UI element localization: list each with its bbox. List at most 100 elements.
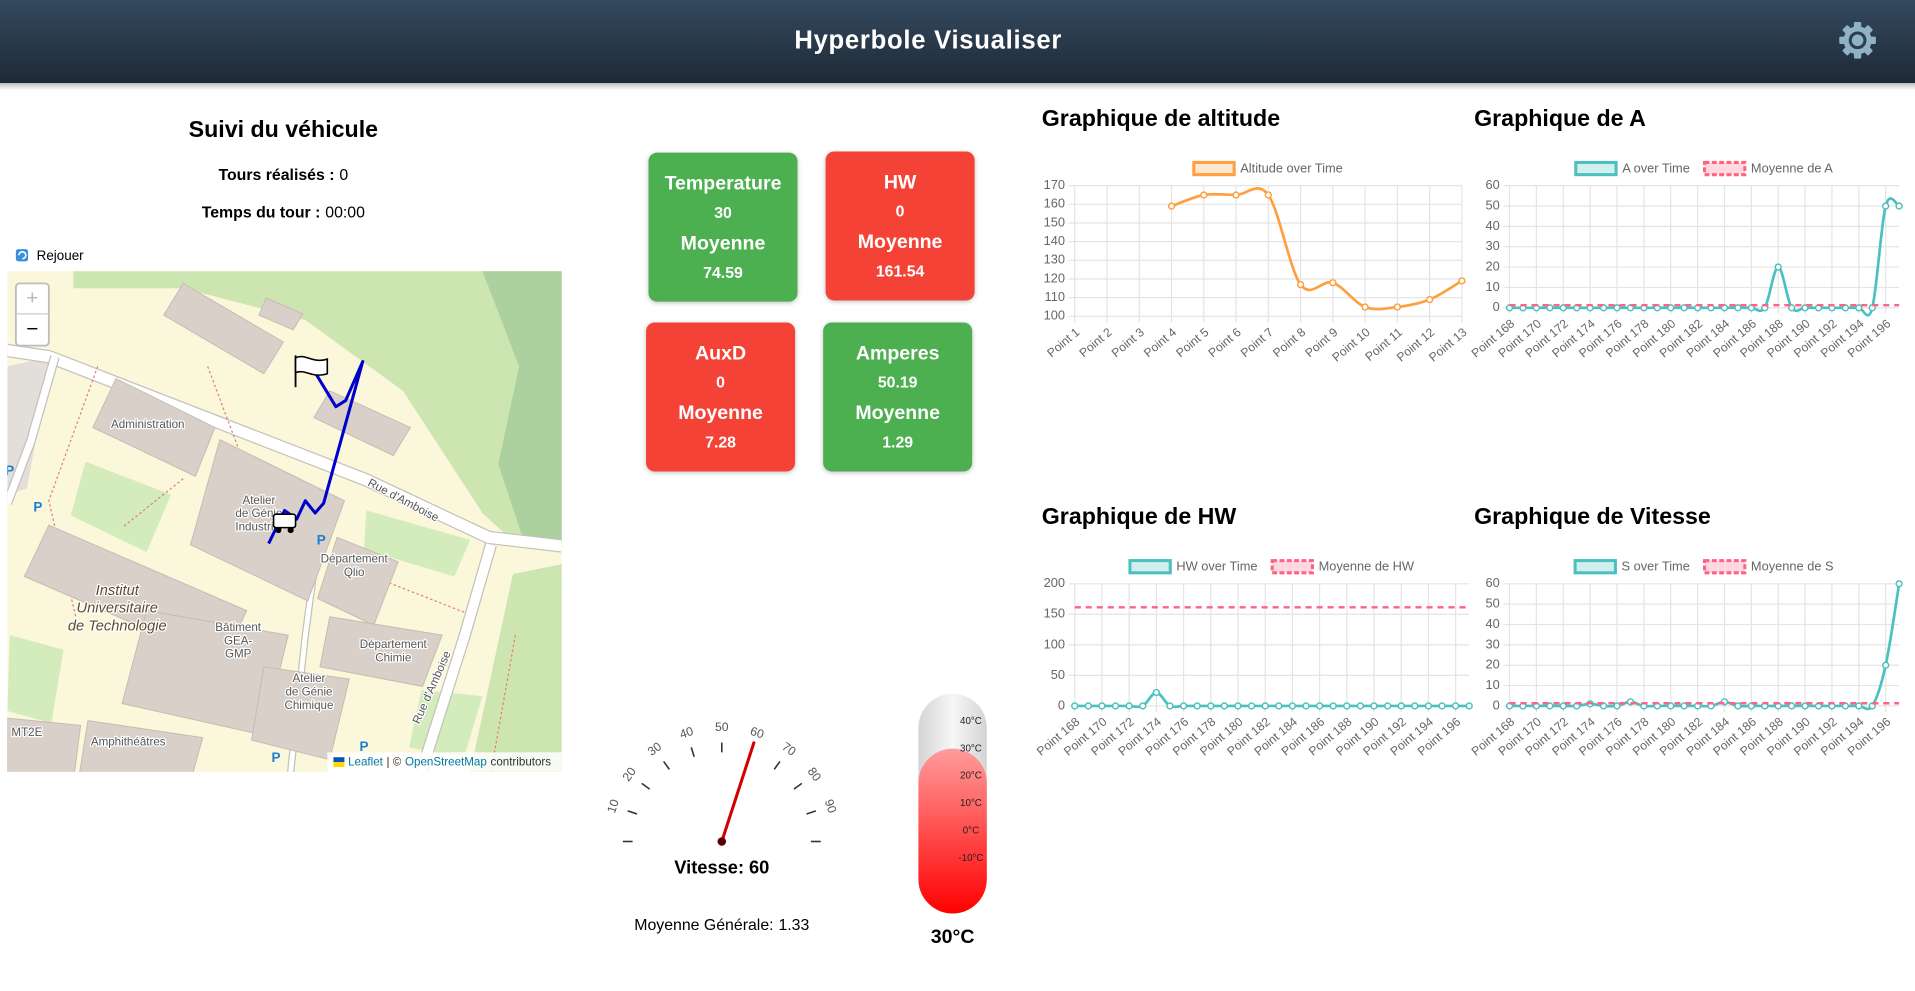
legend-label: HW over Time xyxy=(1176,559,1257,574)
data-point xyxy=(1667,702,1675,710)
attribution-suffix: contributors xyxy=(491,756,552,769)
thermometer-tick-label: 40°C xyxy=(960,716,982,727)
vehicle-wheel xyxy=(287,527,294,534)
vehicle-wheel xyxy=(275,527,282,534)
road xyxy=(7,355,59,505)
leaflet-link[interactable]: Leaflet xyxy=(348,756,384,769)
building xyxy=(79,720,204,772)
thermometer-tick-label: 10°C xyxy=(960,798,982,809)
card-average-label: Moyenne xyxy=(855,402,940,424)
data-point xyxy=(1111,702,1120,710)
building xyxy=(319,616,443,687)
chart-title: Graphique de HW xyxy=(1042,503,1237,529)
place-label: Chimique xyxy=(284,699,333,712)
data-point xyxy=(1343,702,1351,710)
replay-label[interactable]: Rejouer xyxy=(37,248,85,263)
y-tick-label: 0 xyxy=(1058,697,1065,712)
y-tick-label: 60 xyxy=(1485,575,1499,590)
attribution: Leaflet | © OpenStreetMap contributors xyxy=(348,756,551,769)
legend-label: Moyenne de S xyxy=(1751,559,1834,574)
laps: Tours réalisés : 0 xyxy=(218,167,348,184)
flag-blue xyxy=(333,757,345,763)
gear-body[interactable] xyxy=(1843,26,1872,55)
data-point xyxy=(1895,202,1903,210)
data-point xyxy=(1356,702,1365,710)
place-label: Atelier xyxy=(293,672,326,685)
data-point xyxy=(1397,702,1405,710)
place-label: Atelier xyxy=(242,494,275,507)
footpath xyxy=(121,478,184,529)
data-point xyxy=(1882,661,1890,669)
data-point xyxy=(1559,702,1567,710)
card-average: 7.28 xyxy=(705,435,736,452)
settings-button[interactable] xyxy=(1839,22,1876,59)
place-label: Département xyxy=(360,638,428,651)
data-point xyxy=(1425,295,1434,304)
parking-label: P xyxy=(33,500,42,515)
legend-label: S over Time xyxy=(1622,559,1690,574)
gauge-tick-label: 80 xyxy=(805,765,824,784)
place-label: GEA- xyxy=(224,634,252,647)
card xyxy=(648,152,798,302)
place-label: de Génie xyxy=(285,686,332,699)
gauge-tick-label: 10 xyxy=(604,797,622,814)
osm-link[interactable]: OpenStreetMap xyxy=(405,756,487,769)
grass xyxy=(70,461,171,553)
x-tick-label: Point 4 xyxy=(1141,325,1179,360)
chart-title: Graphique de Vitesse xyxy=(1474,503,1711,529)
data-point xyxy=(1393,303,1402,311)
series-line xyxy=(1509,197,1900,317)
thermometer-tick-label: -10°C xyxy=(958,853,983,864)
data-point xyxy=(1734,304,1742,312)
card-value: 30 xyxy=(714,205,732,222)
app-title: Hyperbole Visualiser xyxy=(794,26,1062,54)
data-point xyxy=(1895,580,1903,588)
gauge-tick xyxy=(806,810,817,815)
gauge-tick-label: 90 xyxy=(822,798,840,815)
y-tick-label: 0 xyxy=(1493,697,1500,712)
legend-label: Moyenne de A xyxy=(1751,161,1833,176)
card-value: 0 xyxy=(896,204,905,221)
place-label: Industriel xyxy=(235,521,282,534)
gauge-tick-label: 50 xyxy=(715,720,729,734)
x-tick-label: Point 7 xyxy=(1238,325,1276,360)
data-point xyxy=(1193,702,1201,710)
place-label: Universitaire xyxy=(77,601,158,617)
y-tick-label: 30 xyxy=(1485,636,1499,651)
card-name: AuxD xyxy=(695,342,746,364)
laps-value: 0 xyxy=(339,167,348,184)
header-shadow xyxy=(0,83,1915,91)
place-label: Qlio xyxy=(344,566,365,579)
y-tick-label: 50 xyxy=(1485,596,1499,611)
y-tick-label: 40 xyxy=(1485,218,1499,233)
thermometer-readout: 30°C xyxy=(931,926,975,948)
data-point xyxy=(1125,702,1133,710)
green-area xyxy=(470,564,562,772)
wood xyxy=(482,271,562,544)
data-point xyxy=(1882,202,1890,210)
replay-button[interactable]: Rejouer xyxy=(15,248,85,263)
legend-swatch xyxy=(1270,559,1315,575)
lap-time-label: Temps du tour : xyxy=(202,205,321,222)
data-point xyxy=(1370,702,1378,710)
gear[interactable] xyxy=(1839,22,1876,59)
data-point xyxy=(1613,702,1621,710)
replay-arrow[interactable] xyxy=(18,251,27,260)
card xyxy=(825,151,975,301)
card-average: 1.29 xyxy=(882,435,913,452)
thermometer-fill xyxy=(918,748,987,914)
legend: A over Time Moyenne de A xyxy=(1574,161,1833,177)
zoom-in[interactable]: + xyxy=(26,287,38,310)
data-point xyxy=(1438,702,1446,710)
data-point xyxy=(1546,702,1554,710)
zoom-out[interactable]: − xyxy=(26,317,38,340)
tracking-title: Suivi du véhicule xyxy=(189,116,379,142)
data-point xyxy=(1139,702,1147,710)
card-average: 161.54 xyxy=(876,264,925,281)
gear-hole[interactable] xyxy=(1848,31,1867,50)
x-tick-label: Point 5 xyxy=(1173,325,1211,360)
gauge-tick xyxy=(793,782,803,790)
lap-time-value: 00:00 xyxy=(325,205,365,222)
building xyxy=(92,377,216,477)
